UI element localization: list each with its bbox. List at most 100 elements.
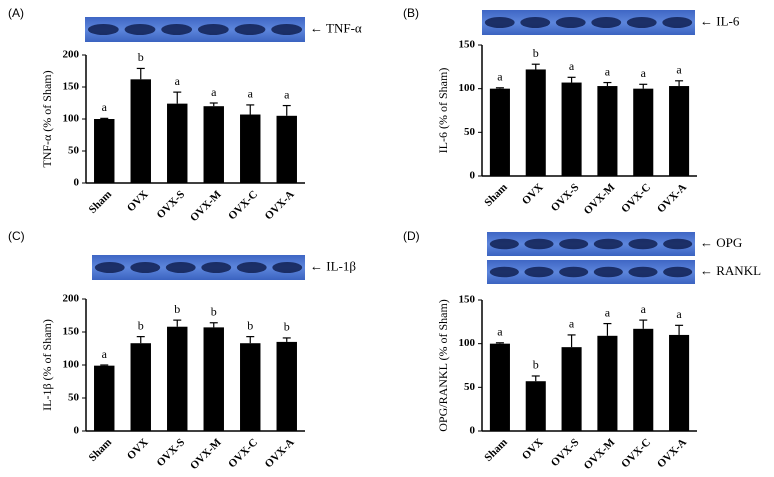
- y-tick-label: 150: [63, 81, 80, 93]
- blot-label: ← OPG: [700, 235, 742, 250]
- y-axis-label: IL-1β (% of Sham): [40, 319, 54, 411]
- bar: [669, 86, 690, 176]
- x-tick-label: OVX-A: [655, 181, 689, 215]
- blot-band: [593, 266, 623, 278]
- x-tick-label: OVX-A: [263, 436, 297, 470]
- significance-letter: a: [211, 85, 217, 99]
- blot-band: [524, 238, 554, 250]
- bar: [597, 86, 618, 176]
- significance-letter: a: [605, 305, 611, 319]
- bar: [276, 341, 297, 431]
- blot-band: [662, 17, 693, 28]
- blot-band: [663, 266, 693, 278]
- y-tick-label: 50: [464, 126, 476, 138]
- x-tick-label: OVX-C: [226, 188, 260, 222]
- bar: [203, 106, 224, 183]
- bar: [525, 69, 546, 176]
- y-tick-label: 100: [63, 113, 80, 125]
- x-tick-label: OVX-M: [582, 181, 618, 217]
- bar: [561, 82, 582, 176]
- significance-letter: a: [676, 307, 682, 321]
- bar: [633, 88, 654, 176]
- x-tick-label: Sham: [482, 181, 510, 209]
- significance-letter: b: [211, 305, 217, 319]
- x-tick-label: OVX-C: [619, 436, 653, 470]
- bar: [130, 343, 151, 431]
- bar: [489, 343, 510, 431]
- blot-band: [94, 262, 125, 273]
- y-tick-label: 50: [68, 145, 80, 157]
- y-axis-label: OPG/RANKL (% of Sham): [436, 299, 450, 432]
- significance-letter: b: [284, 320, 290, 334]
- significance-letter: a: [248, 87, 254, 101]
- panel-label: (B): [403, 6, 419, 20]
- y-tick-label: 0: [74, 425, 80, 437]
- y-tick-label: 200: [63, 293, 80, 305]
- x-tick-label: Sham: [87, 188, 115, 216]
- significance-letter: a: [676, 63, 682, 77]
- y-tick-label: 100: [459, 337, 476, 349]
- y-tick-label: 150: [63, 326, 80, 338]
- bar: [597, 335, 618, 431]
- x-tick-label: Sham: [87, 436, 115, 464]
- y-tick-label: 100: [459, 82, 476, 94]
- blot-band: [663, 238, 693, 250]
- y-tick-label: 50: [68, 392, 80, 404]
- significance-letter: b: [138, 318, 144, 332]
- y-tick-label: 150: [459, 39, 476, 51]
- bar: [489, 88, 510, 176]
- blot-band: [524, 266, 554, 278]
- x-tick-label: OVX-A: [655, 436, 689, 470]
- significance-letter: a: [102, 347, 108, 361]
- blot-label: ← TNF-α: [310, 20, 362, 35]
- blot-band: [626, 17, 657, 28]
- blot-band: [130, 262, 161, 273]
- blot-band: [165, 262, 196, 273]
- x-tick-label: Sham: [482, 436, 510, 464]
- significance-letter: a: [497, 70, 503, 84]
- bar: [130, 79, 151, 183]
- blot-band: [87, 24, 119, 35]
- significance-letter: a: [641, 302, 647, 316]
- significance-letter: b: [533, 358, 539, 372]
- blot-band: [236, 262, 267, 273]
- significance-letter: a: [605, 64, 611, 78]
- bar: [276, 115, 297, 183]
- y-tick-label: 0: [470, 170, 476, 182]
- blot-image: [487, 232, 695, 256]
- bar: [669, 334, 690, 431]
- significance-letter: a: [102, 100, 108, 114]
- x-tick-label: OVX-S: [549, 436, 582, 469]
- significance-letter: b: [138, 50, 144, 64]
- y-tick-label: 0: [74, 177, 80, 189]
- blot-image: [487, 260, 695, 284]
- blot-band: [489, 266, 519, 278]
- x-tick-label: OVX: [520, 436, 546, 462]
- blot-band: [272, 262, 303, 273]
- blot-band: [197, 24, 229, 35]
- blot-band: [520, 17, 551, 28]
- x-tick-label: OVX-S: [154, 436, 187, 469]
- significance-letter: a: [641, 66, 647, 80]
- blot-band: [271, 24, 303, 35]
- blot-label: ← IL-1β: [310, 258, 356, 273]
- x-tick-label: OVX-M: [188, 436, 224, 472]
- blot-band: [628, 266, 658, 278]
- panel-label: (C): [8, 229, 25, 243]
- blot-label: ← IL-6: [700, 13, 740, 28]
- x-tick-label: OVX-S: [549, 181, 582, 214]
- significance-letter: a: [175, 74, 181, 88]
- x-tick-label: OVX: [125, 436, 151, 462]
- blot-label: ← RANKL: [700, 263, 761, 278]
- blot-band: [628, 238, 658, 250]
- blot-band: [161, 24, 193, 35]
- blot-band: [559, 238, 589, 250]
- x-tick-label: OVX-A: [263, 188, 297, 222]
- x-tick-label: OVX: [520, 181, 546, 207]
- significance-letter: b: [247, 318, 253, 332]
- panel-label: (A): [8, 6, 24, 20]
- bar: [94, 119, 115, 183]
- blot-band: [593, 238, 623, 250]
- y-axis-label: TNF-α (% of Sham): [40, 70, 54, 167]
- panel-label: (D): [403, 229, 420, 243]
